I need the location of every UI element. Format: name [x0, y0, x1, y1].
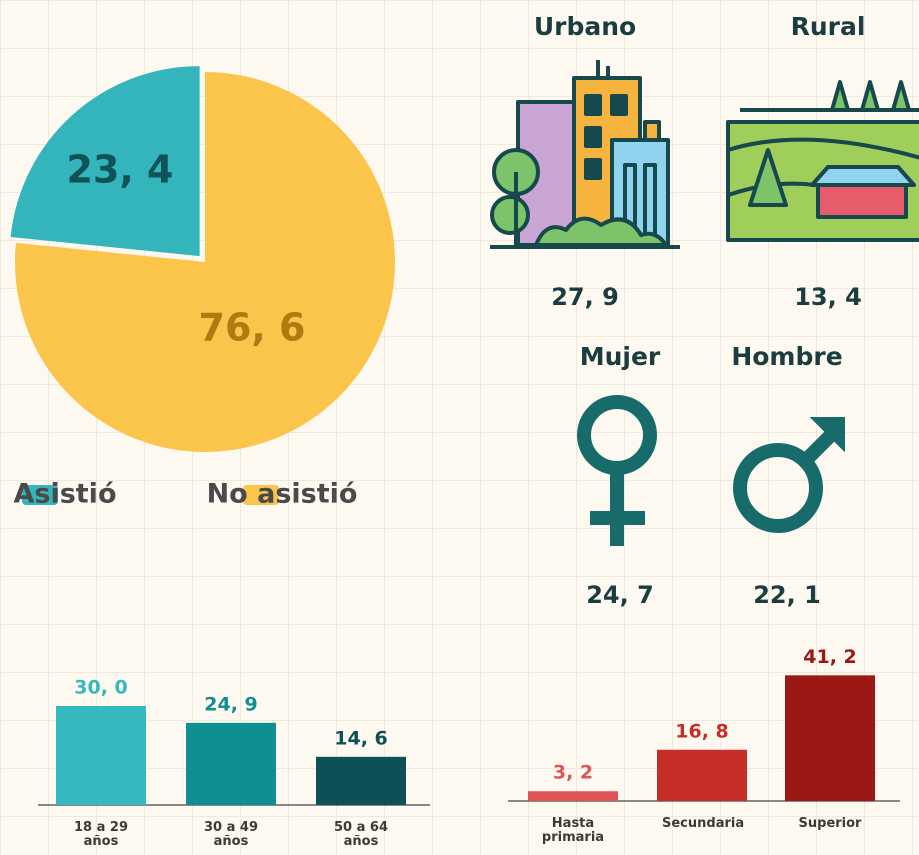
bar-category-label: 30 a 49 años	[203, 820, 258, 849]
legend-swatch	[243, 485, 279, 505]
bar	[316, 756, 406, 805]
icon-value: 22, 1	[753, 581, 821, 609]
bar-value-label: 14, 6	[334, 727, 388, 749]
icon-value: 13, 4	[794, 283, 862, 311]
legend-swatch	[22, 485, 58, 505]
icon-title: Rural	[791, 12, 866, 41]
icon-value: 27, 9	[551, 283, 619, 311]
bar-category-label: 50 a 64 años	[333, 820, 388, 849]
icon-value: 24, 7	[586, 581, 654, 609]
female-icon	[577, 395, 657, 546]
bar-category-label: Superior	[798, 816, 862, 831]
pie-slice	[14, 72, 395, 452]
bar	[528, 791, 618, 801]
bar	[657, 749, 747, 801]
pie-value-label: 76, 6	[199, 306, 306, 350]
legend-label: Asistió	[13, 479, 116, 510]
bar-value-label: 16, 8	[675, 720, 729, 742]
bar-category-label: Secundaria	[662, 816, 745, 831]
bar-value-label: 24, 9	[204, 693, 258, 715]
legend-label: No asistió	[207, 479, 358, 510]
bar	[186, 722, 276, 805]
bar-value-label: 30, 0	[74, 677, 128, 699]
rural-icon	[726, 80, 919, 242]
bar-value-label: 3, 2	[553, 762, 593, 784]
bar	[785, 675, 875, 801]
bar	[56, 706, 146, 805]
icon-title: Hombre	[731, 342, 842, 371]
bar-value-label: 41, 2	[803, 646, 857, 668]
bar-category-label: 18 a 29 años	[73, 820, 128, 849]
icon-title: Mujer	[580, 342, 661, 371]
icon-title: Urbano	[534, 12, 636, 41]
pie-value-label: 23, 4	[67, 148, 174, 192]
urban-icon	[490, 60, 680, 249]
pie-slice	[10, 66, 200, 257]
bar-category-label: Hasta primaria	[541, 816, 605, 845]
male-icon	[733, 417, 845, 533]
